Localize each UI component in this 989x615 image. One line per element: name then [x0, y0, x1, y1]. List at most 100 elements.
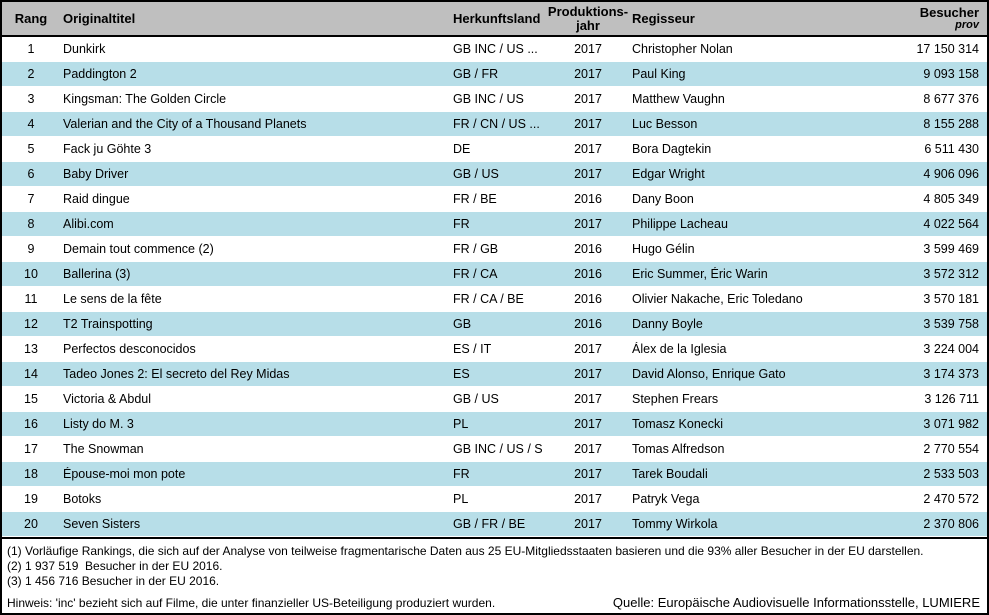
cell-director: Tomasz Konecki — [632, 417, 724, 431]
cell-production-year: 2017 — [574, 167, 602, 181]
cell-country-of-origin: GB / US — [453, 167, 499, 181]
table-row: 15 Victoria & Abdul GB / US 2017 Stephen… — [2, 387, 987, 412]
cell-admissions: 2 470 572 — [923, 492, 979, 506]
table-footer: (1) Vorläufige Rankings, die sich auf de… — [2, 539, 987, 610]
col-header-admissions-provisional-note: prov — [955, 18, 979, 31]
cell-country-of-origin: GB INC / US / S — [453, 442, 543, 456]
cell-director: Álex de la Iglesia — [632, 342, 727, 356]
cell-production-year: 2017 — [574, 492, 602, 506]
cell-country-of-origin: PL — [453, 492, 469, 506]
cell-admissions: 4 022 564 — [923, 217, 979, 231]
table-row: 19 Botoks PL 2017 Patryk Vega 2 470 572 — [2, 487, 987, 512]
table-row: 10 Ballerina (3) FR / CA 2016 Eric Summe… — [2, 262, 987, 287]
cell-rank: 20 — [24, 517, 38, 531]
cell-admissions: 3 174 373 — [923, 367, 979, 381]
cell-country-of-origin: FR / GB — [453, 242, 499, 256]
table-row: 17 The Snowman GB INC / US / S 2017 Toma… — [2, 437, 987, 462]
cell-admissions: 6 511 430 — [924, 142, 979, 156]
table-row: 2 Paddington 2 GB / FR 2017 Paul King 9 … — [2, 62, 987, 87]
col-header-original-title: Originaltitel — [63, 11, 136, 26]
cell-original-title: Perfectos desconocidos — [63, 342, 196, 356]
cell-rank: 17 — [24, 442, 38, 456]
cell-director: Dany Boon — [632, 192, 694, 206]
cell-admissions: 2 770 554 — [923, 442, 979, 456]
table-row: 7 Raid dingue FR / BE 2016 Dany Boon 4 8… — [2, 187, 987, 212]
source-attribution: Quelle: Europäische Audiovisuelle Inform… — [612, 595, 980, 610]
cell-admissions: 4 906 096 — [923, 167, 979, 181]
cell-production-year: 2017 — [574, 342, 602, 356]
cell-director: Patryk Vega — [632, 492, 700, 506]
cell-original-title: Raid dingue — [63, 192, 130, 206]
cell-country-of-origin: GB / FR / BE — [453, 517, 526, 531]
cell-director: Hugo Gélin — [632, 242, 695, 256]
cell-production-year: 2016 — [574, 317, 602, 331]
table-row: 18 Épouse-moi mon pote FR 2017 Tarek Bou… — [2, 462, 987, 487]
footnote-2: (2) 1 937 519 Besucher in der EU 2016. — [7, 559, 223, 573]
cell-country-of-origin: FR — [453, 467, 470, 481]
cell-director: Bora Dagtekin — [632, 142, 712, 156]
cell-admissions: 3 126 711 — [924, 392, 979, 406]
cell-admissions: 3 599 469 — [923, 242, 979, 256]
footnote-1: (1) Vorläufige Rankings, die sich auf de… — [7, 544, 924, 558]
cell-country-of-origin: GB / FR — [453, 67, 499, 81]
cell-rank: 3 — [27, 92, 35, 106]
cell-production-year: 2017 — [574, 142, 602, 156]
cell-rank: 6 — [27, 167, 35, 181]
cell-rank: 19 — [24, 492, 38, 506]
cell-country-of-origin: GB — [453, 317, 472, 331]
cell-rank: 12 — [24, 317, 38, 331]
cell-rank: 1 — [27, 42, 35, 56]
footer-bottom-row: Hinweis: 'inc' bezieht sich auf Filme, d… — [7, 595, 982, 610]
cell-production-year: 2017 — [574, 92, 602, 106]
cell-country-of-origin: FR / CN / US ... — [453, 117, 540, 131]
cell-rank: 14 — [24, 367, 38, 381]
table-row: 16 Listy do M. 3 PL 2017 Tomasz Konecki … — [2, 412, 987, 437]
cell-original-title: Seven Sisters — [63, 517, 141, 531]
table-row: 1 Dunkirk GB INC / US ... 2017 Christoph… — [2, 37, 987, 62]
cell-original-title: Le sens de la fête — [63, 292, 162, 306]
cell-original-title: Botoks — [63, 492, 102, 506]
cell-country-of-origin: FR — [453, 217, 470, 231]
cell-director: Tomas Alfredson — [632, 442, 725, 456]
cell-original-title: T2 Trainspotting — [63, 317, 153, 331]
cell-director: Matthew Vaughn — [632, 92, 725, 106]
cell-director: Danny Boyle — [632, 317, 703, 331]
cell-rank: 11 — [24, 292, 38, 306]
table-row: 5 Fack ju Göhte 3 DE 2017 Bora Dagtekin … — [2, 137, 987, 162]
col-header-production-year-line1: Produktions- — [547, 4, 629, 19]
cell-rank: 18 — [24, 467, 38, 481]
table-header-row: Rang Originaltitel Herkunftsland Produkt… — [2, 2, 987, 37]
cell-director: Paul King — [632, 67, 686, 81]
inc-hint-note: Hinweis: 'inc' bezieht sich auf Filme, d… — [7, 596, 496, 610]
table-row: 14 Tadeo Jones 2: El secreto del Rey Mid… — [2, 362, 987, 387]
cell-director: Edgar Wright — [632, 167, 705, 181]
cell-rank: 16 — [24, 417, 38, 431]
cell-director: Philippe Lacheau — [632, 217, 728, 231]
table-row: 20 Seven Sisters GB / FR / BE 2017 Tommy… — [2, 512, 987, 537]
cell-country-of-origin: GB INC / US — [453, 92, 524, 106]
cell-original-title: Ballerina (3) — [63, 267, 131, 281]
cell-admissions: 4 805 349 — [923, 192, 979, 206]
cell-country-of-origin: GB / US — [453, 392, 499, 406]
cell-production-year: 2016 — [574, 292, 602, 306]
col-header-country-of-origin: Herkunftsland — [453, 11, 541, 26]
cell-country-of-origin: PL — [453, 417, 469, 431]
cell-country-of-origin: FR / BE — [453, 192, 497, 206]
cell-original-title: Victoria & Abdul — [63, 392, 152, 406]
table-row: 4 Valerian and the City of a Thousand Pl… — [2, 112, 987, 137]
cell-country-of-origin: ES — [453, 367, 470, 381]
table-row: 13 Perfectos desconocidos ES / IT 2017 Á… — [2, 337, 987, 362]
cell-director: Olivier Nakache, Eric Toledano — [632, 292, 803, 306]
cell-original-title: Épouse-moi mon pote — [63, 467, 186, 481]
cell-admissions: 9 093 158 — [923, 67, 979, 81]
cell-original-title: Demain tout commence (2) — [63, 242, 214, 256]
cell-production-year: 2017 — [574, 417, 602, 431]
cell-production-year: 2017 — [574, 442, 602, 456]
cell-director: Tommy Wirkola — [632, 517, 718, 531]
cell-original-title: Baby Driver — [63, 167, 129, 181]
cell-rank: 10 — [24, 267, 38, 281]
col-header-director: Regisseur — [632, 11, 695, 26]
cell-original-title: Dunkirk — [63, 42, 106, 56]
table-row: 11 Le sens de la fête FR / CA / BE 2016 … — [2, 287, 987, 312]
